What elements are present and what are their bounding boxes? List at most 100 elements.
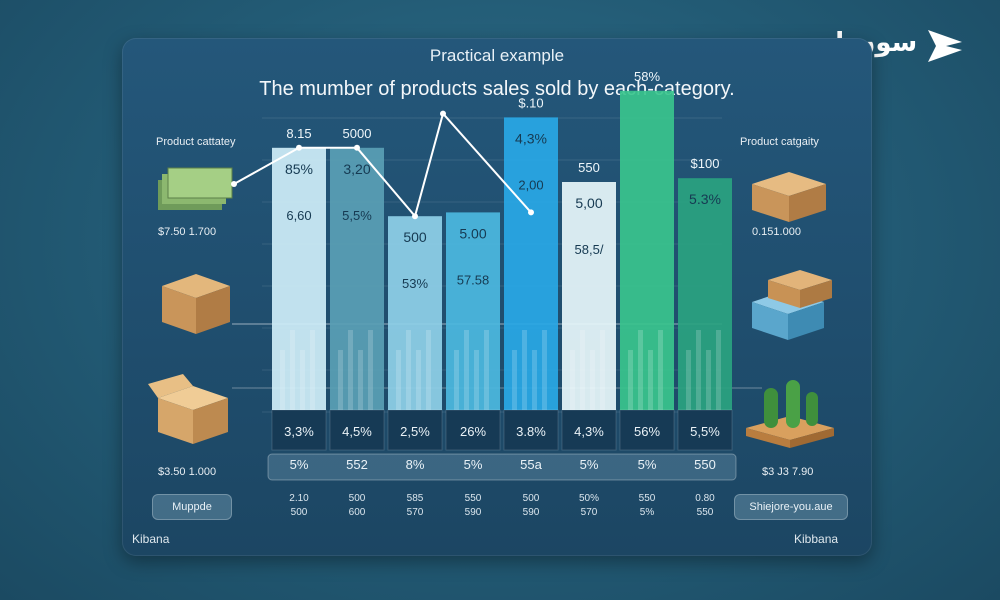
bar [620,90,674,411]
bar-inner-label: 5.3% [689,191,721,207]
bar-inner-label: 85% [285,161,313,177]
bar-tick [280,350,285,410]
bar-tick [542,330,547,410]
extra-row-2-label: 570 [581,507,598,518]
pct-tile [619,409,675,451]
trend-point [440,110,446,117]
extra-row-1-label: 50% [579,493,599,504]
bar-tick [300,350,305,410]
bar-tick [464,330,469,410]
left-button[interactable]: Muppde [152,494,232,520]
pct-tile [387,409,443,451]
cactus-plant-icon [746,380,834,448]
bar [272,147,326,411]
bar-chart: 8.15 85% 6,60 3,3% 5% 2.10 500 5000 3,20 5,5% 4,5%… [231,69,762,518]
bottom-pct-label: 4,3% [574,424,604,439]
bar-tick [532,350,537,410]
bar [562,182,616,410]
summary-label: 552 [346,457,368,472]
bar-tick [522,330,527,410]
brand-arrow-icon [928,30,962,62]
bar [678,178,732,410]
bar-tick [396,350,401,410]
pct-tile [561,409,617,451]
bar-tick [638,330,643,410]
panel-title: Practical example [429,46,565,65]
extra-row-2-label: 590 [465,507,482,518]
bar-tick [648,350,653,410]
right-header: Product catgaity [740,136,819,148]
extra-row-2-label: 500 [291,507,308,518]
pct-tile [271,409,327,451]
closed-box-stack-icon [162,274,230,334]
bar-tick [512,350,517,410]
extra-row-2-label: 600 [349,507,366,518]
bar-top-label: 58% [634,69,660,84]
bar-inner-label: 5,00 [575,195,602,211]
bar-inner-label-2: 57.58 [457,272,490,287]
trend-point [296,144,302,151]
trend-point [412,213,418,220]
summary-label: 550 [694,457,716,472]
bar-inner-label: 3,20 [343,161,370,177]
right-footer: Kibbana [794,532,839,546]
bar-tick [290,330,295,410]
trend-line [233,111,532,219]
bar-tick [368,330,373,410]
bar-tick [716,330,721,410]
bar [504,117,558,411]
bar-tick [348,330,353,410]
extra-row-1-label: 500 [349,493,366,504]
bar-tick [426,330,431,410]
chart-panel: Practical example The mumber of products… [122,38,872,556]
bottom-pct-label: 3.8% [516,424,546,439]
extra-row-2-label: 550 [697,507,714,518]
right-button[interactable]: Shiejore-you.aue [734,494,848,520]
bottom-pct-label: 5,5% [690,424,720,439]
bottom-pct-label: 56% [634,424,660,439]
bar-inner-label-2: 6,60 [286,208,311,223]
bar-tick [590,350,595,410]
bar-inner-label-2: 5,5% [342,208,372,223]
bar [330,147,384,411]
extra-row-1-label: 2.10 [289,493,309,504]
bar-tick [338,350,343,410]
left-footer: Kibana [132,532,170,546]
bar-top-label: 5000 [343,126,372,141]
bar-tick [310,330,315,410]
bar-top-label: 8.15 [286,126,311,141]
bar-inner-label: 5.00 [459,225,486,241]
bar-tick [658,330,663,410]
left-header: Product cattatey [156,136,236,148]
blue-box-stack-icon [752,270,832,340]
summary-label: 5% [638,457,657,472]
bar [388,216,442,410]
bar-tick [600,330,605,410]
bar-inner-label-2: 53% [402,276,428,291]
bar-top-label: $.10 [518,95,543,110]
extra-row-1-label: 0.80 [695,493,715,504]
bar-tick [416,350,421,410]
bar-tick [358,350,363,410]
bar-tick [570,350,575,410]
left-value-1: $7.50 1.700 [158,226,217,238]
summary-label: 5% [464,457,483,472]
extra-row-1-label: 585 [407,493,424,504]
bottom-pct-label: 4,5% [342,424,372,439]
extra-row-1-label: 500 [523,493,540,504]
bar-top-label: $100 [691,156,720,171]
extra-row-2-label: 590 [523,507,540,518]
extra-row-2-label: 570 [407,507,424,518]
pct-tile [445,409,501,451]
pct-tile [503,409,559,451]
extra-row-2-label: 5% [640,507,655,518]
money-stack-icon [158,167,233,210]
right-value-1: 0.151.000 [752,226,801,238]
bar-tick [454,350,459,410]
bar-tick [580,330,585,410]
bar-tick [474,350,479,410]
bar-tick [484,330,489,410]
bar-tick [628,350,633,410]
trend-point [528,209,534,216]
bar-tick [686,350,691,410]
